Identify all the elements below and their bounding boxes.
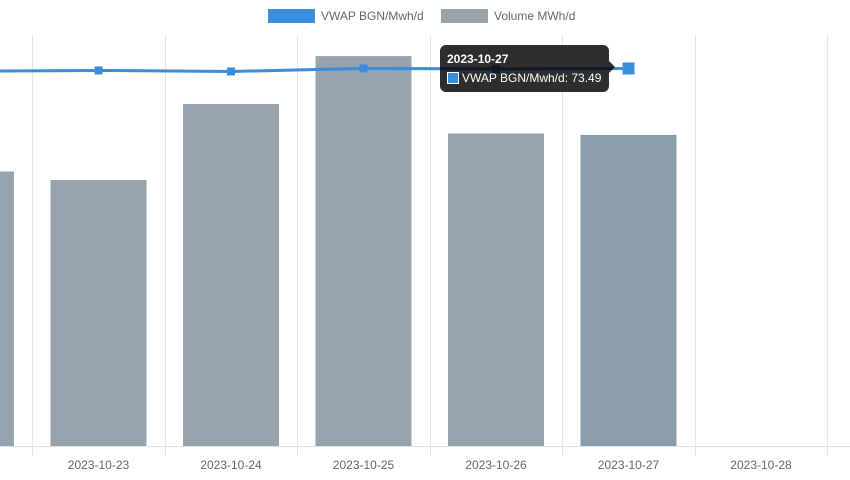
volume-bars <box>0 56 677 447</box>
x-axis: 2023-10-23 2023-10-24 2023-10-25 2023-10-26… <box>68 458 792 472</box>
chart-tooltip: 2023-10-27 VWAP BGN/Mwh/d: 73.49 <box>440 45 616 92</box>
vwap-point-2023-10-24[interactable] <box>227 67 235 76</box>
tooltip-title: 2023-10-27 <box>447 52 509 66</box>
tooltip-row: VWAP BGN/Mwh/d: 73.49 <box>447 70 601 86</box>
x-tick-label: 2023-10-23 <box>68 458 130 472</box>
tooltip-value: VWAP BGN/Mwh/d: 73.49 <box>462 71 602 85</box>
volume-bar-2023-10-23[interactable] <box>50 179 147 447</box>
x-tick-label: 2023-10-24 <box>200 458 262 472</box>
legend-swatch-volume[interactable] <box>441 9 488 23</box>
vwap-point-2023-10-23[interactable] <box>94 66 103 75</box>
legend-label-vwap[interactable]: VWAP BGN/Mwh/d <box>321 9 424 23</box>
legend-swatch-vwap[interactable] <box>268 9 315 23</box>
legend[interactable]: VWAP BGN/Mwh/d Volume MWh/d <box>268 9 575 23</box>
tooltip-color-swatch <box>447 72 459 84</box>
vwap-point-2023-10-25[interactable] <box>359 64 368 73</box>
volume-bar-2023-10-24[interactable] <box>183 103 279 446</box>
x-tick-label: 2023-10-28 <box>730 458 792 472</box>
x-tick-label: 2023-10-27 <box>598 458 660 472</box>
volume-bar-2023-10-26[interactable] <box>448 133 544 446</box>
volume-bar-2023-10-22[interactable] <box>0 171 14 446</box>
volume-bar-2023-10-27[interactable] <box>580 134 677 446</box>
legend-label-volume[interactable]: Volume MWh/d <box>494 9 575 23</box>
grid-lines <box>0 35 850 456</box>
x-tick-label: 2023-10-25 <box>333 458 395 472</box>
vwap-point-2023-10-27[interactable] <box>622 62 635 75</box>
tooltip-caret <box>609 61 616 73</box>
x-tick-label: 2023-10-26 <box>465 458 527 472</box>
volume-bar-2023-10-25[interactable] <box>315 56 412 447</box>
